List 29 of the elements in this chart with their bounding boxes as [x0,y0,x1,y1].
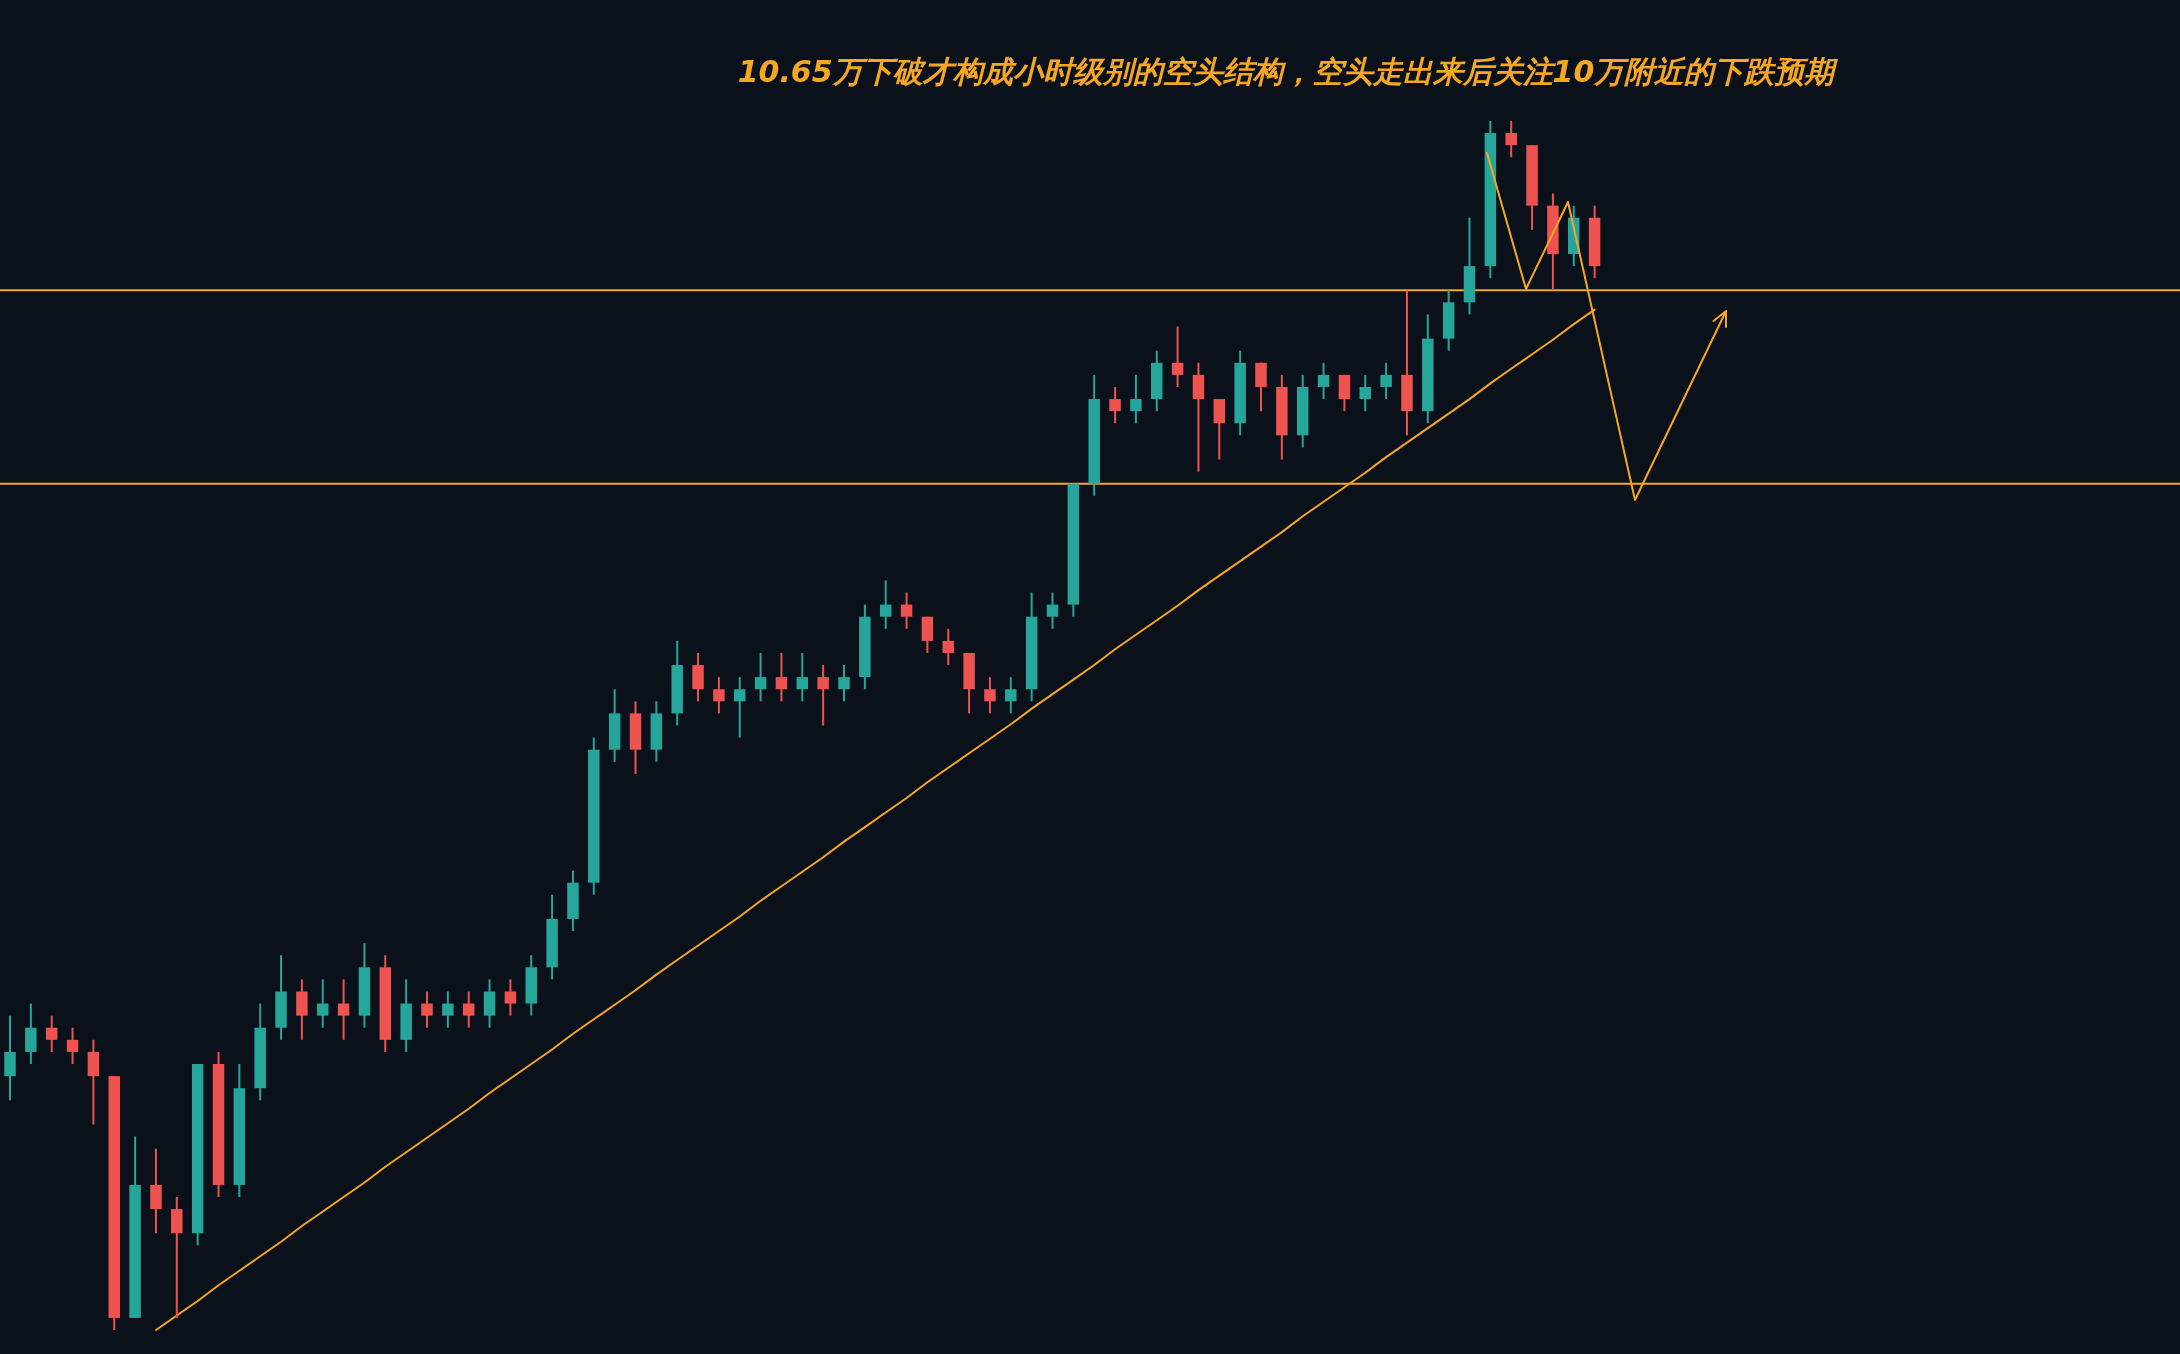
candlestick [1359,373,1371,413]
candlestick [754,651,767,703]
candlestick [66,1026,79,1066]
candlestick [713,676,725,715]
candlestick [1130,373,1142,425]
candlestick [942,627,954,667]
candlestick [442,990,454,1029]
candlestick [1380,361,1392,401]
candlestick [1005,676,1017,715]
candlestick [45,1014,58,1053]
chart-title: 10.65万下破才构成小时级别的空头结构，空头走出来后关注10万附近的下跌预期 [737,54,1839,89]
candlestick [462,990,475,1029]
candlestick [317,978,329,1029]
candlestick [1109,385,1121,425]
candlestick [838,664,850,703]
candlestick [796,651,809,703]
candlestick [734,676,746,739]
candlestick [1317,361,1330,401]
candlestick [1171,325,1184,388]
candlestick [817,664,829,727]
candlestick [1046,591,1059,630]
candlestick [775,651,788,703]
candlestick [1505,120,1517,159]
candlestick [879,579,892,630]
candlestick [900,591,913,630]
candlestick [421,990,433,1029]
candlestick [984,676,996,715]
candlestick [337,978,350,1041]
candlestick [504,978,517,1017]
